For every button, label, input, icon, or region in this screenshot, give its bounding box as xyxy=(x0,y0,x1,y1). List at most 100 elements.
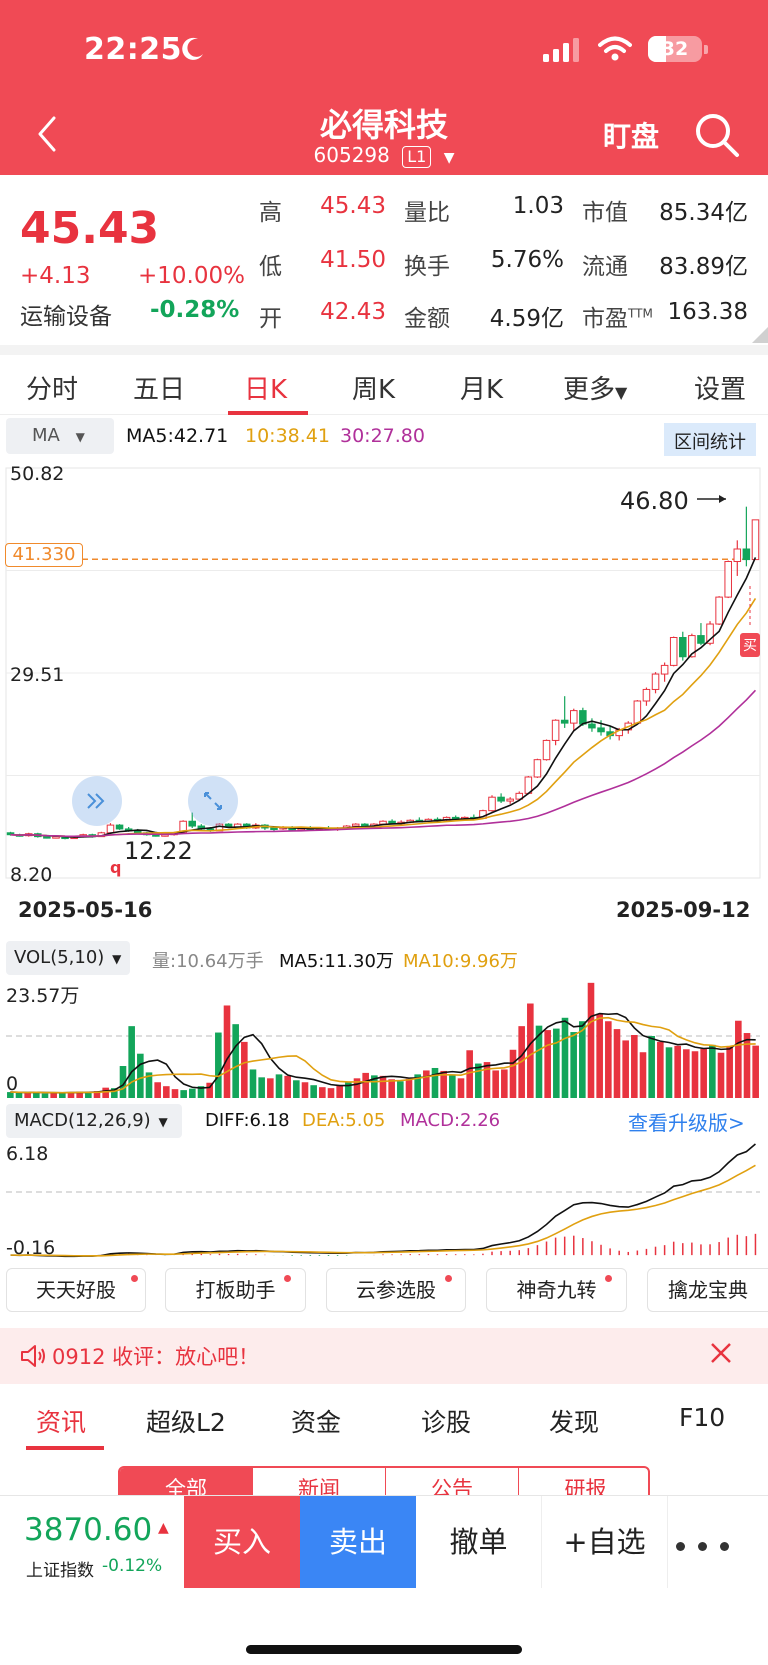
volume-ma10: MA10:9.96万 xyxy=(403,951,518,972)
stat-value-low: 41.50 xyxy=(320,247,386,273)
candle-body xyxy=(515,792,524,800)
macd-diff: DIFF:6.18 xyxy=(205,1110,290,1131)
candle-body xyxy=(106,824,115,834)
volume-bar xyxy=(613,1029,621,1098)
candle-body xyxy=(733,548,742,563)
search-icon[interactable] xyxy=(692,110,742,160)
add-watchlist-button[interactable]: +自选 xyxy=(542,1496,668,1588)
tab-news-feed[interactable]: 资讯 xyxy=(36,1408,87,1437)
active-tab-indicator xyxy=(228,411,308,415)
tab-intraday[interactable]: 分时 xyxy=(26,375,79,405)
volume-bar xyxy=(33,1091,40,1098)
volume-bar xyxy=(431,1067,439,1098)
cancel-order-button[interactable]: 撤单 xyxy=(416,1496,542,1588)
volume-ma10-line xyxy=(10,1016,756,1094)
macd-dea: DEA:5.05 xyxy=(302,1110,386,1131)
tab-monthly-k[interactable]: 月K xyxy=(460,375,504,405)
kline-chart[interactable] xyxy=(0,460,768,890)
tool-chip[interactable]: 打板助手 xyxy=(165,1268,306,1312)
tool-chip[interactable]: 神奇九转 xyxy=(486,1268,627,1312)
volume-bar xyxy=(24,1093,31,1098)
candle-body xyxy=(43,836,51,839)
back-arrow-icon[interactable] xyxy=(30,112,66,156)
stat-value-market-cap: 85.34亿 xyxy=(659,200,748,226)
tab-funds[interactable]: 资金 xyxy=(291,1408,342,1437)
range-stats-button[interactable]: 区间统计 xyxy=(664,423,756,456)
macd-indicator-select[interactable]: MACD(12,26,9) ▼ xyxy=(6,1104,182,1138)
candle-body xyxy=(270,827,278,830)
macd-chart[interactable] xyxy=(0,1140,768,1262)
more-icon[interactable] xyxy=(676,1536,742,1555)
volume-bar xyxy=(639,1052,647,1098)
notice-banner[interactable]: 0912 收评：放心吧！ xyxy=(0,1328,768,1384)
tab-f10[interactable]: F10 xyxy=(679,1403,726,1432)
volume-bar xyxy=(41,1093,49,1098)
moon-icon xyxy=(182,37,203,60)
close-icon[interactable] xyxy=(708,1340,734,1366)
speaker-icon xyxy=(21,1345,45,1367)
volume-bar xyxy=(457,1078,465,1098)
volume-indicator-select[interactable]: VOL(5,10) ▼ xyxy=(6,941,130,975)
indicator-select[interactable]: MA ▼ xyxy=(6,418,114,454)
tab-weekly-k[interactable]: 周K xyxy=(352,375,396,405)
stat-label: 换手 xyxy=(404,254,450,280)
tab-daily-k[interactable]: 日K xyxy=(244,375,288,405)
volume-bar xyxy=(726,1046,733,1098)
volume-bar xyxy=(180,1090,187,1098)
volume-bar xyxy=(7,1092,14,1098)
volume-bar xyxy=(700,1048,707,1098)
caret-down-icon: ▼ xyxy=(112,952,122,966)
tab-settings[interactable]: 设置 xyxy=(694,375,747,405)
tab-super-l2[interactable]: 超级L2 xyxy=(146,1408,226,1437)
volume-chart[interactable] xyxy=(0,978,768,1100)
status-time: 22:25 xyxy=(84,32,182,67)
sell-button[interactable]: 卖出 xyxy=(300,1496,416,1588)
candle-body xyxy=(751,519,760,561)
volume-bar xyxy=(501,1069,508,1098)
ma5-line xyxy=(10,557,757,839)
tab-five-day[interactable]: 五日 xyxy=(133,375,186,405)
watch-button[interactable]: 盯盘 xyxy=(603,120,660,153)
candle-body xyxy=(597,727,605,733)
index-value[interactable]: 3870.60 xyxy=(24,1512,153,1548)
volume-bar xyxy=(596,1013,603,1098)
volume-ma5: MA5:11.30万 xyxy=(279,951,394,972)
volume-bar xyxy=(579,1021,586,1098)
tool-chip[interactable]: 云参选股 xyxy=(326,1268,466,1312)
zoom-handle xyxy=(188,776,238,826)
kline-y-mid: 29.51 xyxy=(10,664,65,686)
buy-marker[interactable]: 买 xyxy=(740,633,760,657)
tab-diagnosis[interactable]: 诊股 xyxy=(421,1408,472,1437)
tool-chip[interactable]: 天天好股 xyxy=(6,1268,146,1312)
upgrade-link[interactable]: 查看升级版> xyxy=(628,1111,745,1135)
tool-chip[interactable]: 擒龙宝典 xyxy=(647,1268,768,1312)
kline-y-top: 50.82 xyxy=(10,463,65,485)
volume-bar xyxy=(674,1045,681,1098)
kline-y-bottom: 8.20 xyxy=(10,864,53,886)
volume-bar xyxy=(388,1079,395,1098)
volume-bar xyxy=(232,1024,239,1098)
stat-value-amount: 4.59亿 xyxy=(489,306,564,332)
wifi-icon xyxy=(598,36,632,61)
volume-bar xyxy=(76,1091,83,1098)
candle-body xyxy=(560,719,569,724)
sell-marker[interactable]: q xyxy=(110,858,122,877)
buy-button[interactable]: 买入 xyxy=(184,1496,300,1588)
expand-corner[interactable] xyxy=(752,327,768,343)
ma30-legend: 30:27.80 xyxy=(340,425,425,447)
candle-body xyxy=(579,710,587,725)
sector-name[interactable]: 运输设备 xyxy=(20,304,112,330)
volume-bar xyxy=(544,1030,551,1098)
tab-more[interactable]: 更多▼ xyxy=(563,375,628,405)
volume-bar xyxy=(379,1075,387,1098)
stat-value-volume-ratio: 1.03 xyxy=(512,193,564,219)
candle-body xyxy=(742,548,751,561)
stock-code-row[interactable]: 605298 L1 ▼ xyxy=(0,143,768,168)
stock-code: 605298 xyxy=(313,143,390,167)
volume-bar xyxy=(293,1080,300,1098)
tab-discover[interactable]: 发现 xyxy=(549,1408,600,1437)
battery-level: 32 xyxy=(661,38,689,60)
volume-bar xyxy=(345,1082,352,1098)
volume-bar xyxy=(587,982,595,1098)
volume-bar xyxy=(284,1075,291,1098)
